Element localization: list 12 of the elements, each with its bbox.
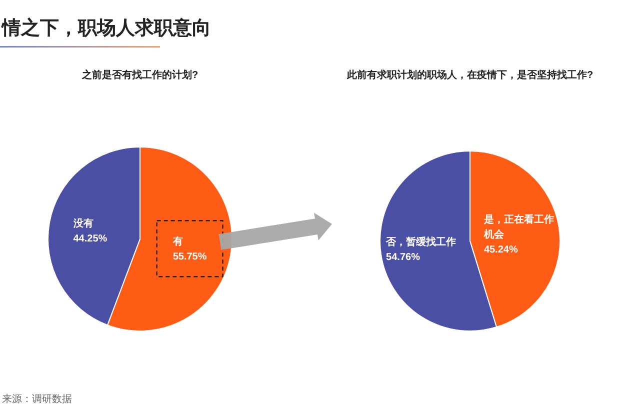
slice-label: 是，正在看工作机会: [482, 214, 554, 241]
chart-title: 情之下，职场人求职意向: [1, 17, 211, 39]
source-note: 来源：调研数据: [2, 393, 72, 405]
data-label: 44.25%: [73, 233, 108, 244]
slice-label: 没有: [72, 217, 94, 230]
data-label: 45.24%: [484, 244, 518, 256]
slice-label: 有: [172, 236, 183, 248]
data-label: 55.75%: [172, 252, 207, 263]
chart-subtitle: 之前是否有找工作的计划?: [80, 69, 198, 81]
chart-subtitle: 此前有求职计划的职场人，在疫情下，是否坚持找工作?: [346, 69, 594, 81]
slice-label: 否，暂缓找工作: [385, 236, 456, 248]
data-label: 54.76%: [386, 252, 420, 263]
